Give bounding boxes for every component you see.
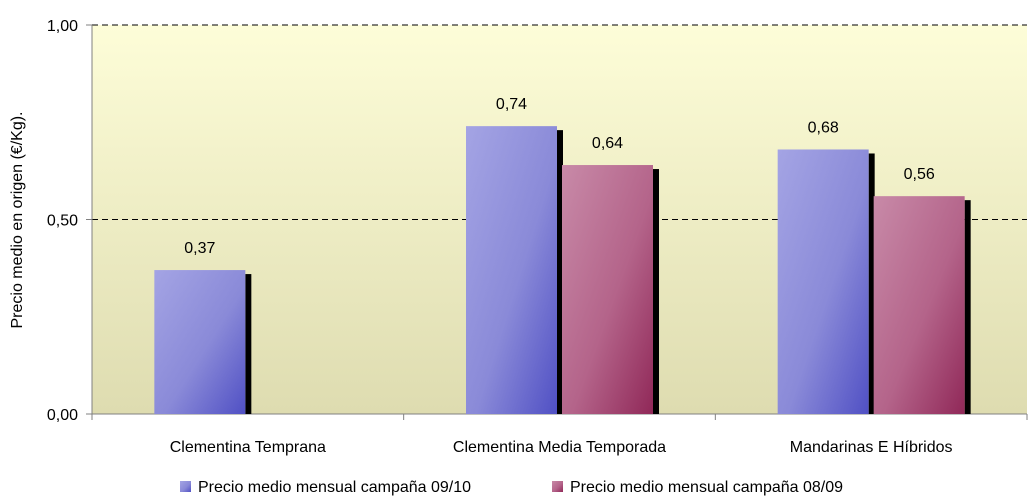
data-label: 0,64 (592, 135, 623, 152)
data-label: 0,68 (808, 119, 839, 136)
legend-label: Precio medio mensual campaña 09/10 (198, 479, 471, 496)
y-axis-title: Precio medio en origen (€/Kg). (9, 112, 26, 329)
x-tick-label: Clementina Temprana (170, 439, 326, 456)
legend-swatch (552, 481, 563, 492)
bar (466, 126, 557, 414)
y-tick-label: 1,00 (47, 18, 78, 35)
data-labels: 0,37 0,74 0,68 0,64 0,56 (184, 96, 935, 257)
legend: Precio medio mensual campaña 09/10 Precio… (180, 479, 843, 496)
legend-swatch (180, 481, 191, 492)
bar (873, 196, 965, 414)
bar-shadow (964, 200, 971, 414)
bar-shadow (245, 274, 252, 414)
y-tick-label: 0,50 (47, 213, 78, 230)
bar (777, 149, 869, 415)
data-label: 0,74 (496, 96, 527, 113)
legend-label: Precio medio mensual campaña 08/09 (570, 479, 843, 496)
x-tick-label: Mandarinas E Híbridos (790, 439, 953, 456)
bar (562, 165, 653, 414)
bar-shadow (653, 169, 659, 414)
bar (154, 270, 246, 414)
x-tick-label: Clementina Media Temporada (453, 439, 666, 456)
data-label: 0,37 (184, 240, 215, 257)
y-tick-label: 0,00 (47, 407, 78, 424)
bar-shadow (868, 153, 875, 415)
data-label: 0,56 (904, 166, 935, 183)
gridlines (92, 24, 1027, 220)
bar-shadow (557, 130, 563, 414)
bars (154, 126, 971, 415)
